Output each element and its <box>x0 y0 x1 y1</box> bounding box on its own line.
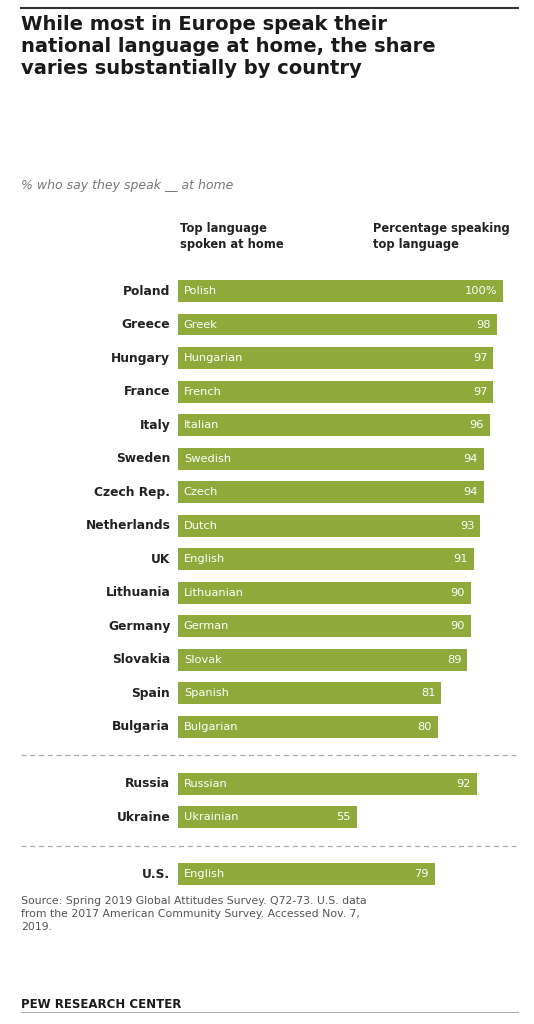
Text: Slovak: Slovak <box>184 654 222 665</box>
Bar <box>178 347 493 369</box>
Text: Lithuania: Lithuania <box>106 586 170 599</box>
Text: 97: 97 <box>473 353 488 364</box>
Bar <box>178 481 484 503</box>
Bar <box>178 682 441 705</box>
Text: Percentage speaking
top language: Percentage speaking top language <box>373 222 510 251</box>
Text: 94: 94 <box>463 454 477 464</box>
Text: 81: 81 <box>421 688 435 698</box>
Bar <box>178 281 503 302</box>
Text: 91: 91 <box>453 554 468 564</box>
Text: 89: 89 <box>447 654 461 665</box>
Text: 94: 94 <box>463 487 477 497</box>
Bar <box>178 447 484 470</box>
Text: German: German <box>184 622 229 631</box>
Bar <box>178 515 480 537</box>
Text: PEW RESEARCH CENTER: PEW RESEARCH CENTER <box>21 998 182 1012</box>
Bar <box>178 582 470 603</box>
Text: Ukraine: Ukraine <box>116 811 170 823</box>
Bar <box>178 313 497 336</box>
Text: Italy: Italy <box>139 419 170 432</box>
Text: 90: 90 <box>450 622 465 631</box>
Text: English: English <box>184 869 225 880</box>
Text: 96: 96 <box>470 420 484 430</box>
Bar <box>178 806 357 828</box>
Text: Russian: Russian <box>184 778 227 788</box>
Text: Russia: Russia <box>125 777 170 791</box>
Text: Bulgarian: Bulgarian <box>184 722 238 732</box>
Text: Poland: Poland <box>123 285 170 298</box>
Text: Source: Spring 2019 Global Attitudes Survey. Q72-73. U.S. data
from the 2017 Ame: Source: Spring 2019 Global Attitudes Sur… <box>21 896 367 933</box>
Text: 55: 55 <box>336 812 351 822</box>
Bar <box>178 615 470 637</box>
Text: % who say they speak __ at home: % who say they speak __ at home <box>21 179 234 193</box>
Text: Netherlands: Netherlands <box>85 519 170 532</box>
Text: Swedish: Swedish <box>184 454 231 464</box>
Text: 98: 98 <box>476 319 491 330</box>
Bar <box>178 773 477 795</box>
Bar <box>178 716 438 737</box>
Text: Bulgaria: Bulgaria <box>112 720 170 733</box>
Bar <box>178 863 435 885</box>
Text: English: English <box>184 554 225 564</box>
Text: Slovakia: Slovakia <box>112 653 170 667</box>
Text: Greece: Greece <box>122 318 170 331</box>
Text: Greek: Greek <box>184 319 218 330</box>
Text: Italian: Italian <box>184 420 219 430</box>
Text: Top language
spoken at home: Top language spoken at home <box>180 222 284 251</box>
Text: Hungary: Hungary <box>112 351 170 365</box>
Text: Spain: Spain <box>131 687 170 699</box>
Text: While most in Europe speak their
national language at home, the share
varies sub: While most in Europe speak their nationa… <box>21 15 436 78</box>
Text: France: France <box>124 385 170 398</box>
Text: Polish: Polish <box>184 286 217 296</box>
Text: Ukrainian: Ukrainian <box>184 812 238 822</box>
Text: Lithuanian: Lithuanian <box>184 588 244 598</box>
Text: 93: 93 <box>460 520 474 530</box>
Text: 80: 80 <box>418 722 432 732</box>
Text: Dutch: Dutch <box>184 520 218 530</box>
Text: French: French <box>184 387 222 396</box>
Text: Spanish: Spanish <box>184 688 229 698</box>
Bar <box>178 381 493 402</box>
Text: UK: UK <box>151 553 170 565</box>
Bar <box>178 548 474 570</box>
Text: 97: 97 <box>473 387 488 396</box>
Text: Germany: Germany <box>108 620 170 633</box>
Text: Hungarian: Hungarian <box>184 353 243 364</box>
Text: Czech Rep.: Czech Rep. <box>95 485 170 499</box>
Bar <box>178 649 467 671</box>
Text: U.S.: U.S. <box>142 867 170 881</box>
Text: 90: 90 <box>450 588 465 598</box>
Text: Sweden: Sweden <box>116 453 170 465</box>
Text: Czech: Czech <box>184 487 218 497</box>
Text: 100%: 100% <box>465 286 497 296</box>
Text: 92: 92 <box>457 778 471 788</box>
Bar <box>178 415 490 436</box>
Text: 79: 79 <box>414 869 429 880</box>
